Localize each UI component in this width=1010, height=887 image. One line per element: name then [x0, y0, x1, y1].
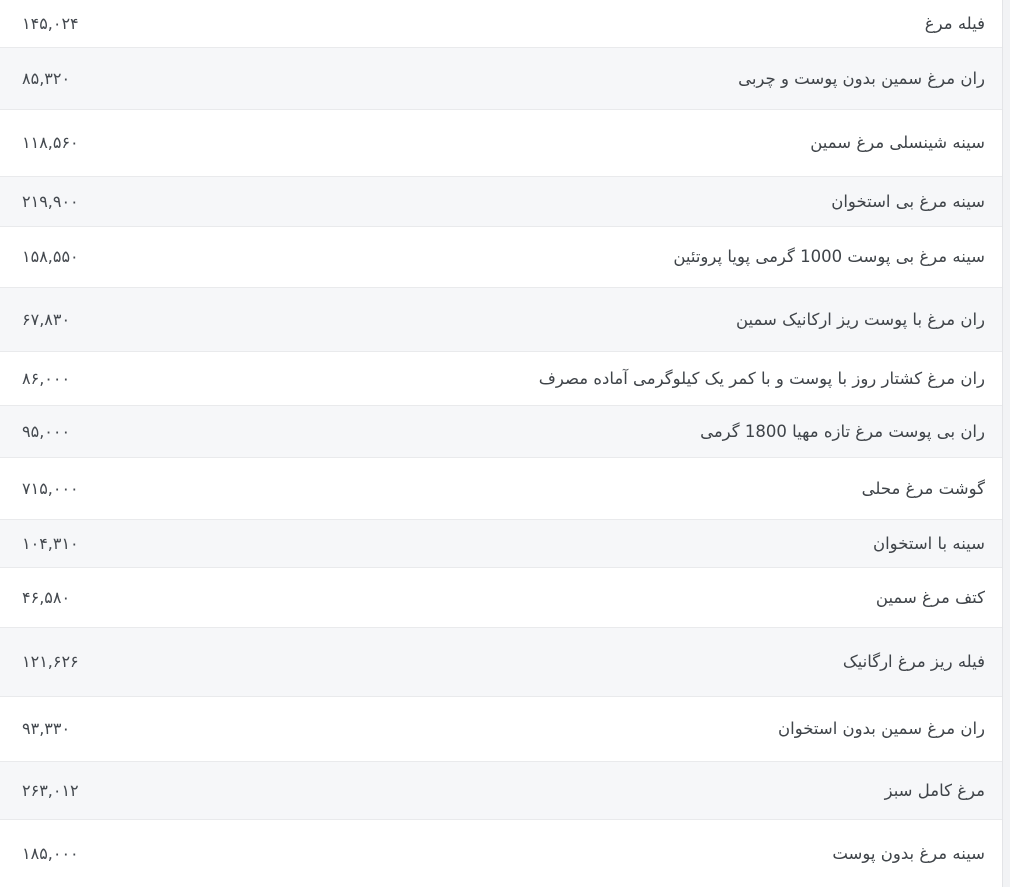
table-row: فیله ریز مرغ ارگانیک ۱۲۱,۶۲۶ [0, 628, 1002, 697]
product-name: سینه با استخوان [872, 533, 985, 553]
table-row: مرغ کامل سبز ۲۶۳,۰۱۲ [0, 762, 1002, 820]
product-price: ۱۱۸,۵۶۰ [22, 133, 79, 152]
table-row: ران مرغ با پوست ریز ارکانیک سمین ۶۷,۸۳۰ [0, 288, 1002, 352]
product-name: ران مرغ سمین بدون پوست و چربی [738, 68, 985, 88]
table-row: سینه مرغ بی پوست 1000 گرمی پویا پروتئین … [0, 227, 1002, 288]
product-name: سینه مرغ بی استخوان [831, 191, 985, 211]
product-price: ۱۸۵,۰۰۰ [22, 843, 79, 863]
product-price: ۶۷,۸۳۰ [22, 309, 71, 329]
product-price: ۷۱۵,۰۰۰ [22, 478, 79, 498]
table-row: کتف مرغ سمین ۴۶,۵۸۰ [0, 568, 1002, 628]
product-price: ۴۶,۵۸۰ [22, 587, 71, 607]
product-price: ۹۵,۰۰۰ [22, 421, 71, 441]
product-name: ران مرغ سمین بدون استخوان [778, 719, 985, 738]
product-price: ۱۵۸,۵۵۰ [22, 247, 79, 266]
table-row: سینه با استخوان ۱۰۴,۳۱۰ [0, 520, 1002, 568]
product-price: ۱۴۵,۰۲۴ [22, 13, 79, 33]
product-name: فیله مرغ [924, 13, 985, 33]
table-row: فیله مرغ ۱۴۵,۰۲۴ [0, 0, 1002, 48]
product-price: ۸۶,۰۰۰ [22, 368, 71, 388]
product-price: ۱۰۴,۳۱۰ [22, 533, 79, 553]
product-name: گوشت مرغ محلی [861, 478, 985, 498]
table-row: ران بی پوست مرغ تازه مهیا 1800 گرمی ۹۵,۰… [0, 406, 1002, 458]
product-name: کتف مرغ سمین [875, 587, 985, 607]
product-price: ۹۳,۳۳۰ [22, 719, 71, 738]
product-name: مرغ کامل سبز [884, 780, 985, 800]
product-name: ران بی پوست مرغ تازه مهیا 1800 گرمی [700, 421, 985, 441]
product-name: ران مرغ با پوست ریز ارکانیک سمین [735, 309, 985, 329]
table-row: ران مرغ سمین بدون استخوان ۹۳,۳۳۰ [0, 697, 1002, 762]
product-price: ۸۵,۳۲۰ [22, 68, 71, 88]
product-name: سینه مرغ بی پوست 1000 گرمی پویا پروتئین [673, 247, 985, 266]
table-row: ران مرغ کشتار روز با پوست و با کمر یک کی… [0, 352, 1002, 406]
scrollbar-track[interactable] [1003, 0, 1010, 887]
product-price: ۲۱۹,۹۰۰ [22, 191, 79, 211]
product-name: سینه شینسلی مرغ سمین [810, 133, 985, 152]
product-name: سینه مرغ بدون پوست [832, 843, 985, 863]
table-row: سینه شینسلی مرغ سمین ۱۱۸,۵۶۰ [0, 110, 1002, 177]
product-price: ۱۲۱,۶۲۶ [22, 652, 79, 671]
table-row: سینه مرغ بی استخوان ۲۱۹,۹۰۰ [0, 177, 1002, 227]
product-name: فیله ریز مرغ ارگانیک [842, 652, 985, 671]
table-row: گوشت مرغ محلی ۷۱۵,۰۰۰ [0, 458, 1002, 520]
table-row: سینه مرغ بدون پوست ۱۸۵,۰۰۰ [0, 820, 1002, 887]
product-price: ۲۶۳,۰۱۲ [22, 780, 79, 800]
table-row: ران مرغ سمین بدون پوست و چربی ۸۵,۳۲۰ [0, 48, 1002, 110]
product-name: ران مرغ کشتار روز با پوست و با کمر یک کی… [538, 368, 985, 388]
